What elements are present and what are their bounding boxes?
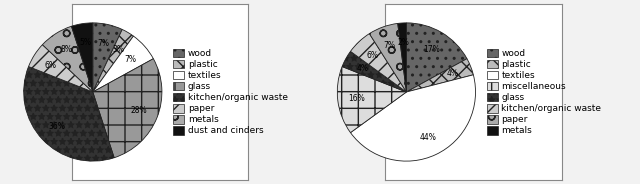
Text: 8%: 8% [60, 45, 72, 54]
Wedge shape [406, 23, 467, 92]
Text: 5%: 5% [79, 38, 91, 47]
Text: 4%: 4% [356, 63, 369, 72]
Wedge shape [406, 59, 474, 92]
Wedge shape [24, 67, 114, 161]
Title: Household Rubbish 2002: Household Rubbish 2002 [396, 0, 551, 1]
Text: 6%: 6% [366, 51, 378, 60]
Text: 7%: 7% [124, 55, 136, 64]
Text: 3%: 3% [112, 45, 124, 54]
Wedge shape [397, 23, 406, 92]
Wedge shape [93, 59, 162, 158]
Title: Household Rubbish 1985: Household Rubbish 1985 [83, 0, 237, 1]
Wedge shape [351, 34, 406, 92]
Text: 6%: 6% [45, 61, 57, 70]
Text: 36%: 36% [48, 122, 65, 131]
Text: 44%: 44% [419, 132, 436, 141]
Wedge shape [72, 23, 93, 92]
Text: 7%: 7% [98, 39, 109, 48]
Wedge shape [29, 45, 93, 92]
Wedge shape [93, 36, 154, 92]
Text: 28%: 28% [131, 106, 147, 115]
Legend: wood, plastic, textiles, miscellaneous, glass, kitchen/organic waste, paper, met: wood, plastic, textiles, miscellaneous, … [487, 49, 602, 135]
Legend: wood, plastic, textiles, glass, kitchen/organic waste, paper, metals, dust and c: wood, plastic, textiles, glass, kitchen/… [173, 49, 288, 135]
Text: 17%: 17% [423, 45, 440, 54]
Wedge shape [351, 75, 476, 161]
Wedge shape [93, 29, 133, 92]
Wedge shape [337, 67, 406, 133]
Wedge shape [342, 51, 406, 92]
Wedge shape [42, 26, 93, 92]
Text: 7%: 7% [383, 41, 396, 50]
Wedge shape [369, 23, 406, 92]
Text: 16%: 16% [349, 94, 365, 103]
Text: 2%: 2% [397, 38, 409, 47]
Wedge shape [93, 23, 122, 92]
Text: 4%: 4% [447, 69, 459, 78]
